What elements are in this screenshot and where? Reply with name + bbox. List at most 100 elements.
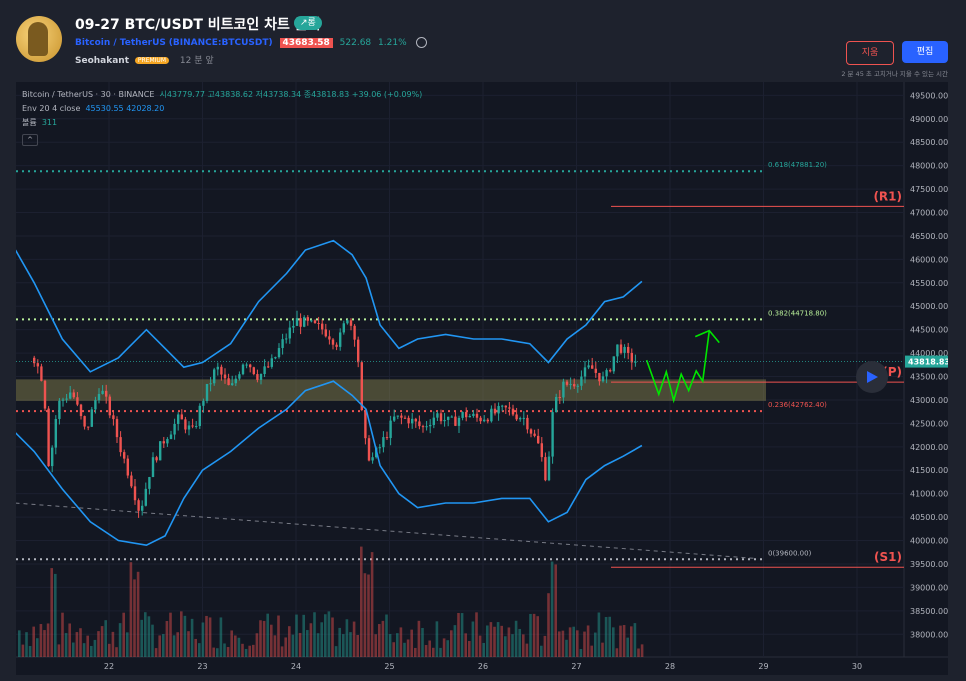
candle-body xyxy=(33,357,36,364)
long-badge: ↗롱 xyxy=(294,16,322,30)
volume-bar xyxy=(586,625,590,657)
volume-bar xyxy=(356,634,359,657)
volume-bar xyxy=(604,617,608,657)
price-change: 522.68 xyxy=(339,38,372,48)
candle-body xyxy=(508,407,511,409)
candle-body xyxy=(184,419,187,430)
candle-body xyxy=(609,370,612,372)
candle-body xyxy=(238,374,241,379)
volume-bar xyxy=(316,633,320,657)
volume-bar xyxy=(273,635,277,657)
x-tick-label: 23 xyxy=(197,662,207,671)
candle-body xyxy=(51,447,54,467)
volume-bar xyxy=(79,628,82,657)
candle-body xyxy=(573,384,576,387)
volume-bar xyxy=(158,635,161,657)
volume-bar xyxy=(500,625,503,657)
candle-body xyxy=(47,408,50,467)
candle-body xyxy=(65,398,68,400)
candle-body xyxy=(346,320,349,324)
candle-body xyxy=(133,486,137,501)
candle-body xyxy=(457,417,461,426)
candle-body xyxy=(259,373,263,380)
candle-body xyxy=(83,416,86,427)
author-avatar[interactable] xyxy=(16,16,62,62)
volume-bar xyxy=(460,613,464,657)
x-tick-label: 24 xyxy=(291,662,301,671)
volume-bar xyxy=(194,638,197,657)
volume-bar xyxy=(208,617,212,657)
price-chart[interactable]: 49500.00 49000.00 48500.00 48000.00 47500.00… xyxy=(16,82,948,675)
edit-button[interactable]: 편집 xyxy=(902,41,948,63)
candle-body xyxy=(180,414,183,420)
chart-area[interactable]: Bitcoin / TetherUS · 30 · BINANCE 시43779… xyxy=(16,82,948,675)
volume-bar xyxy=(608,616,611,657)
fib-level-label: 0.618(47881.20) xyxy=(768,161,827,169)
author-name[interactable]: Seohakant xyxy=(75,56,130,66)
volume-bar xyxy=(306,630,309,657)
volume-bar xyxy=(237,637,241,657)
volume-bar xyxy=(309,623,313,657)
volume-bar xyxy=(187,631,190,657)
candle-body xyxy=(270,358,273,367)
volume-bar xyxy=(471,621,475,657)
candle-body xyxy=(425,426,428,428)
volume-bar xyxy=(349,632,352,657)
candle-body xyxy=(519,418,522,420)
play-icon[interactable] xyxy=(867,371,878,383)
candle-body xyxy=(130,475,133,487)
candle-body xyxy=(328,336,331,340)
volume-bar xyxy=(266,613,269,657)
candle-body xyxy=(115,419,119,438)
candle-body xyxy=(223,374,227,379)
candle-body xyxy=(537,435,540,444)
candle-body xyxy=(306,317,309,321)
y-tick-label: 43500.00 xyxy=(910,373,948,382)
volume-bar xyxy=(594,632,597,657)
y-tick-label: 38500.00 xyxy=(910,607,948,616)
volume-bar xyxy=(223,643,226,657)
candle-body xyxy=(227,378,230,386)
candle-body xyxy=(587,365,590,368)
volume-bar xyxy=(619,625,622,657)
legend-env-label: Env 20 4 close xyxy=(22,104,81,113)
volume-bar xyxy=(298,632,302,657)
candle-body xyxy=(396,415,399,417)
volume-bar xyxy=(385,614,388,657)
volume-bar xyxy=(115,647,118,657)
candle-body xyxy=(526,417,529,430)
volume-bar xyxy=(453,625,457,657)
legend-collapse-button[interactable]: ^ xyxy=(22,134,38,146)
candle-body xyxy=(79,404,83,417)
volume-bar xyxy=(550,561,554,657)
volume-bar xyxy=(633,623,637,657)
volume-bar xyxy=(205,615,208,657)
delete-button[interactable]: 지움 xyxy=(846,41,894,65)
price-axis[interactable] xyxy=(904,82,948,675)
candle-body xyxy=(43,380,47,409)
volume-bar xyxy=(86,635,89,657)
candle-body xyxy=(385,437,389,439)
volume-bar xyxy=(151,624,154,657)
volume-bar xyxy=(190,618,194,657)
alarm-clock-icon[interactable] xyxy=(415,37,427,48)
candle-body xyxy=(292,325,295,328)
candle-body xyxy=(511,408,515,415)
candle-body xyxy=(119,437,122,453)
y-tick-label: 44000.00 xyxy=(910,349,948,358)
candle-body xyxy=(123,452,126,459)
volume-bar xyxy=(576,630,579,657)
symbol-name-link[interactable]: Bitcoin / TetherUS xyxy=(75,38,166,48)
candle-body xyxy=(191,425,194,427)
volume-bar xyxy=(626,637,629,657)
symbol-exchange-link[interactable]: BINANCE:BTCUSDT xyxy=(172,38,269,48)
candle-body xyxy=(612,356,615,372)
candle-body xyxy=(504,405,507,408)
volume-bar xyxy=(464,633,467,657)
candle-body xyxy=(630,352,633,363)
idea-title: 09-27 BTC/USDT 비트코인 차트 분석 xyxy=(75,17,321,33)
candle-body xyxy=(454,416,457,426)
volume-bar xyxy=(442,638,446,657)
fib-level-label: 0.382(44718.80) xyxy=(768,309,827,317)
candle-body xyxy=(220,366,223,375)
